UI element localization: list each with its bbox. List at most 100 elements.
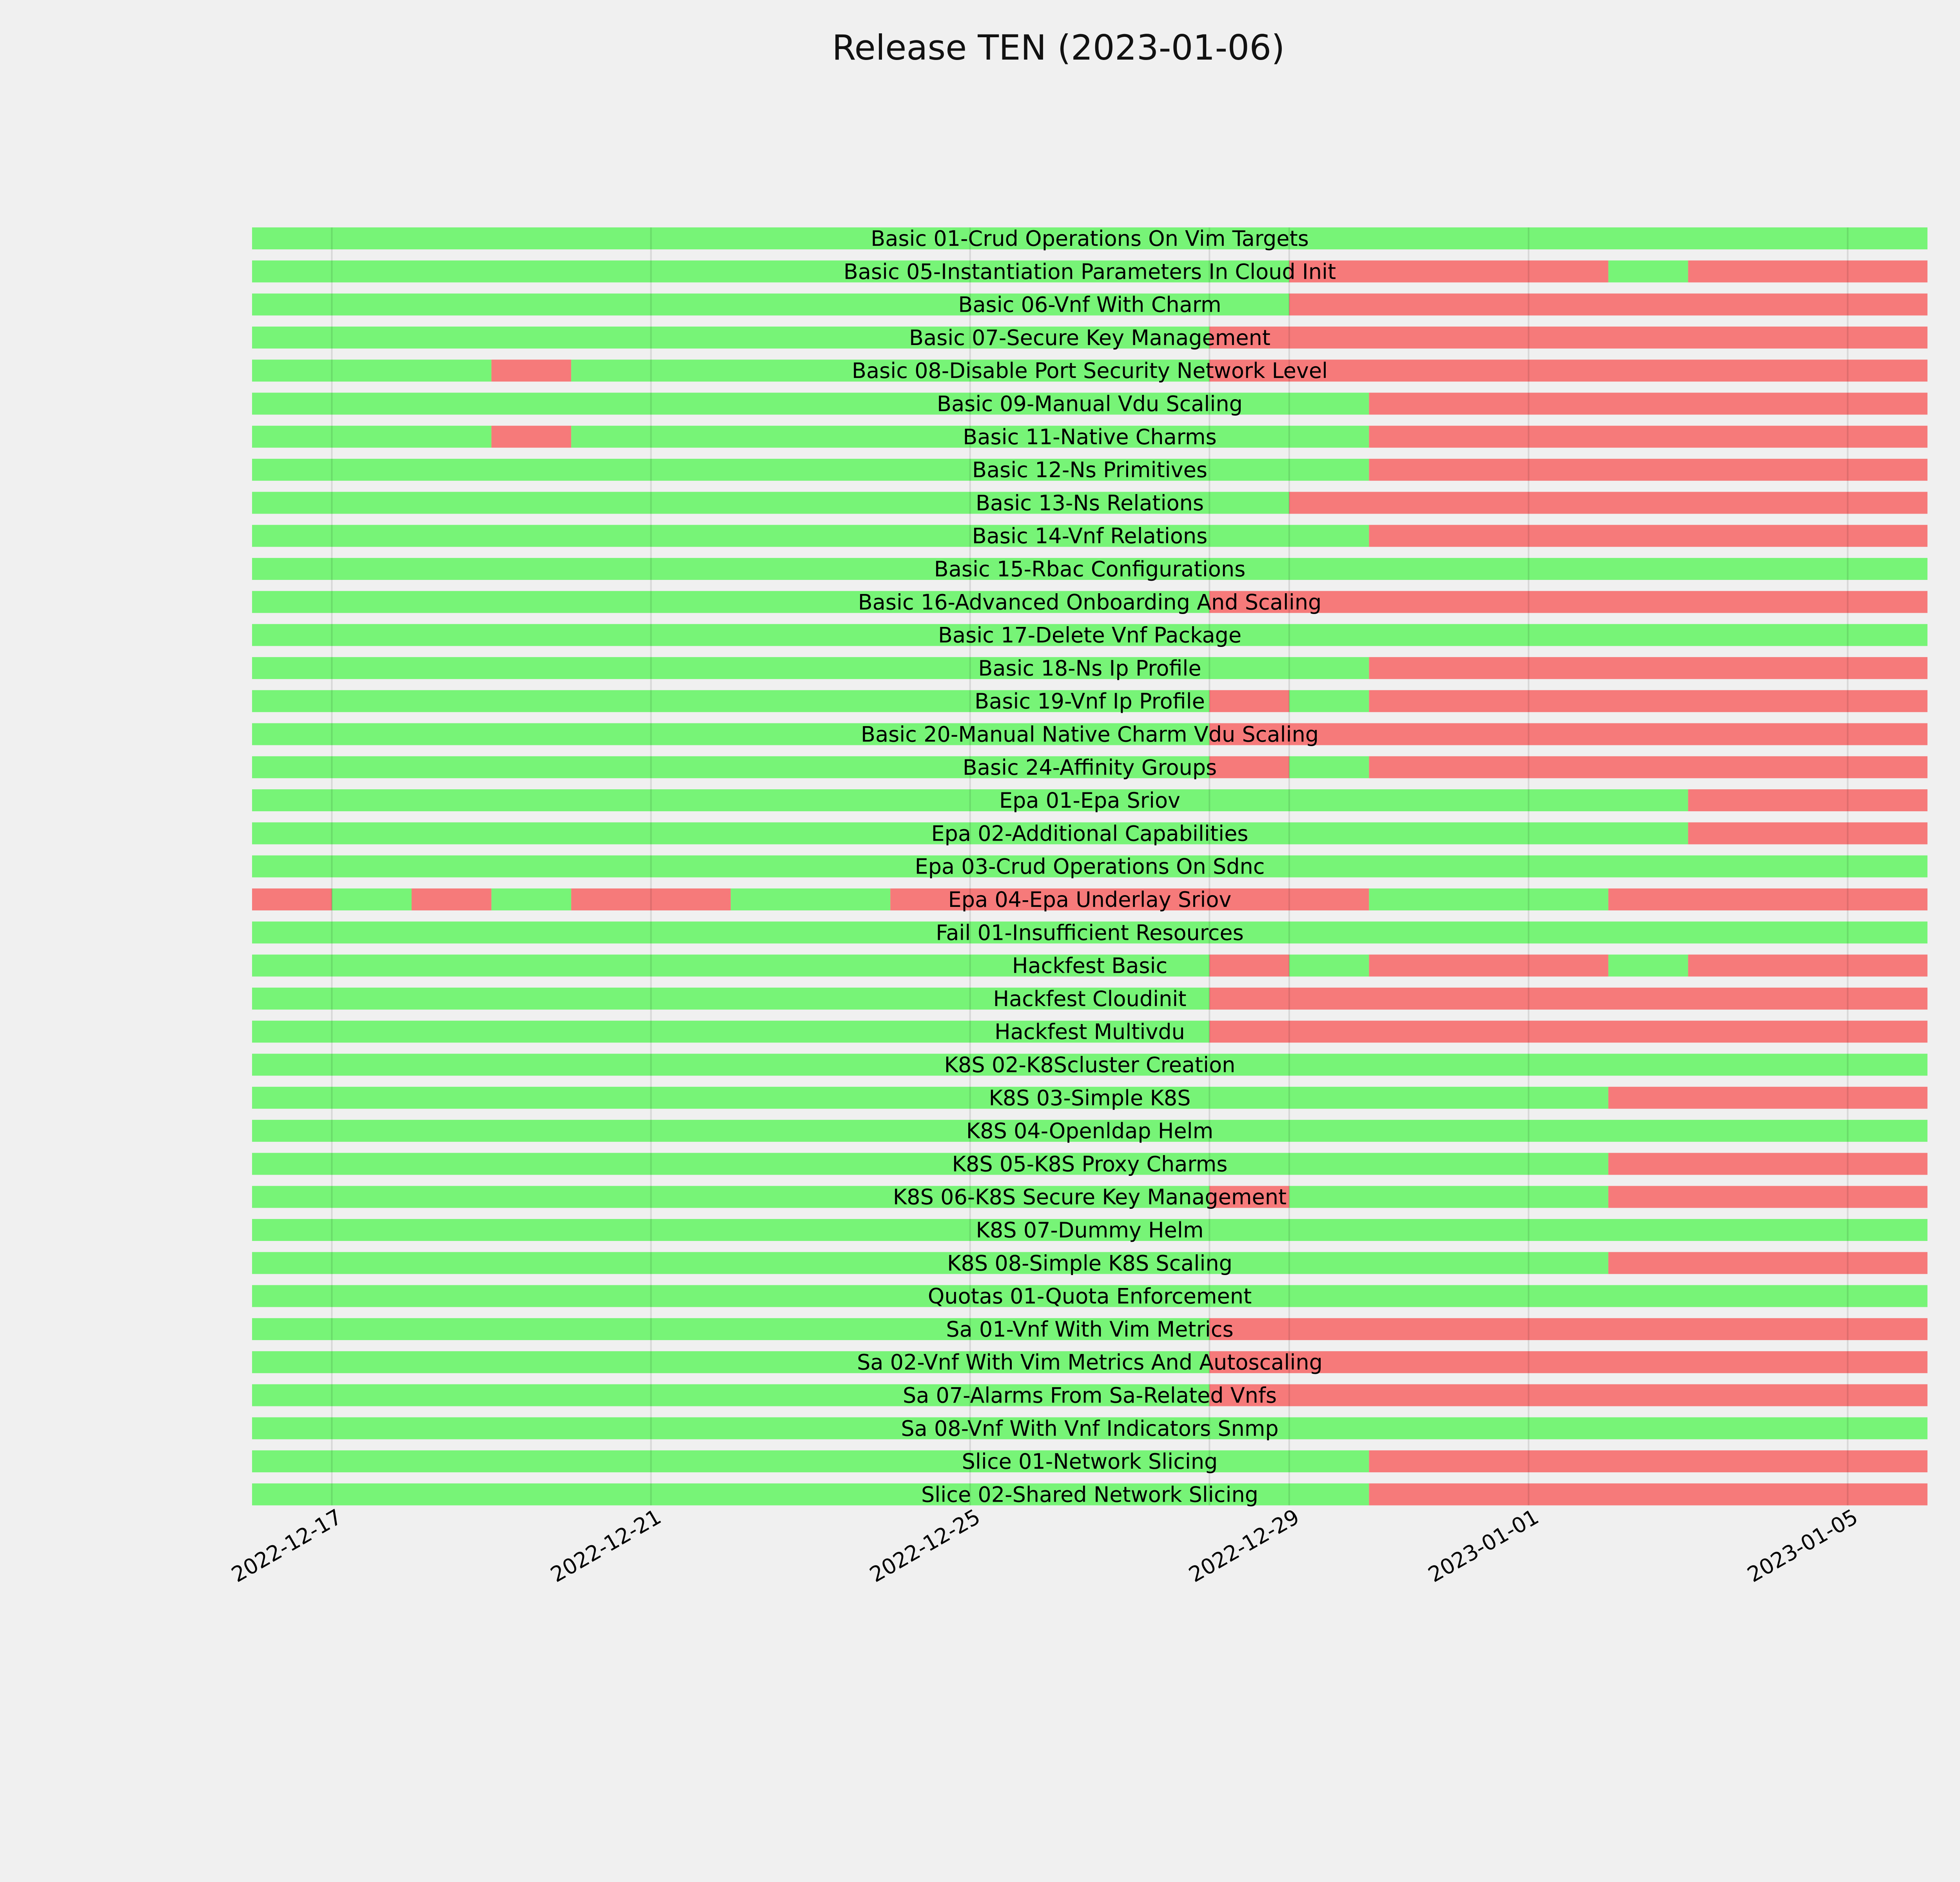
fail-segment	[1289, 492, 1927, 514]
row-label: Basic 07-Secure Key Management	[909, 325, 1270, 350]
timeline-row	[252, 954, 1927, 977]
pass-segment	[252, 1086, 1608, 1109]
row-label: K8S 07-Dummy Helm	[976, 1218, 1204, 1243]
fail-segment	[1209, 1021, 1927, 1043]
fail-segment	[252, 888, 332, 910]
row-label: Basic 19-Vnf Ip Profile	[975, 689, 1205, 714]
row-label: K8S 06-K8S Secure Key Management	[893, 1185, 1287, 1210]
fail-segment	[1209, 360, 1927, 382]
fail-segment	[1369, 756, 1927, 778]
row-label: Slice 02-Shared Network Slicing	[921, 1482, 1258, 1507]
pass-segment	[252, 789, 1688, 812]
fail-segment	[1688, 789, 1927, 812]
pass-segment	[252, 987, 1210, 1010]
pass-segment	[252, 459, 1369, 481]
timeline-row	[252, 855, 1927, 877]
x-tick-label: 2022-12-21	[546, 1504, 665, 1587]
timeline-row	[252, 558, 1927, 580]
timeline-row	[252, 525, 1927, 547]
timeline-row	[252, 1120, 1927, 1142]
pass-segment	[252, 392, 1369, 415]
pass-segment	[252, 1384, 1210, 1406]
timeline-row	[252, 624, 1927, 646]
row-label: K8S 02-K8Scluster Creation	[944, 1053, 1236, 1077]
pass-segment	[252, 723, 1210, 745]
pass-segment	[252, 360, 492, 382]
row-label: Epa 04-Epa Underlay Sriov	[948, 887, 1232, 912]
pass-segment	[252, 1120, 1927, 1142]
row-label: Basic 15-Rbac Configurations	[934, 557, 1245, 581]
fail-segment	[1369, 392, 1927, 415]
fail-segment	[412, 888, 492, 910]
row-label: Quotas 01-Quota Enforcement	[928, 1284, 1252, 1309]
x-tick-label: 2022-12-25	[866, 1504, 984, 1587]
row-label: Basic 12-Ns Primitives	[972, 458, 1207, 482]
fail-segment	[1688, 260, 1927, 283]
fail-segment	[1209, 1384, 1927, 1406]
row-label: Hackfest Multivdu	[995, 1019, 1185, 1044]
fail-segment	[1209, 690, 1289, 712]
fail-segment	[1608, 1252, 1927, 1274]
timeline-row	[252, 591, 1927, 613]
row-label: K8S 03-Simple K8S	[989, 1086, 1191, 1110]
row-label: Epa 03-Crud Operations On Sdnc	[915, 854, 1265, 879]
row-label: Basic 01-Crud Operations On Vim Targets	[871, 226, 1309, 251]
fail-segment	[1608, 1086, 1927, 1109]
timeline-row	[252, 1450, 1927, 1473]
row-label: K8S 04-Openldap Helm	[966, 1119, 1213, 1143]
timeline-row	[252, 425, 1927, 448]
row-label: Sa 08-Vnf With Vnf Indicators Snmp	[901, 1416, 1278, 1441]
timeline-row	[252, 1384, 1927, 1406]
timeline-row	[252, 227, 1927, 249]
fail-segment	[1688, 954, 1927, 977]
row-label: K8S 05-K8S Proxy Charms	[952, 1152, 1228, 1176]
timeline-row	[252, 1285, 1927, 1307]
fail-segment	[1209, 1186, 1289, 1208]
fail-segment	[491, 360, 572, 382]
fail-segment	[1369, 425, 1927, 448]
timeline-row	[252, 1054, 1927, 1076]
pass-segment	[252, 1021, 1210, 1043]
fail-segment	[1209, 326, 1927, 349]
timeline-row	[252, 657, 1927, 679]
fail-segment	[1289, 293, 1927, 316]
timeline-row	[252, 1021, 1927, 1043]
pass-segment	[252, 822, 1688, 845]
pass-segment	[252, 425, 492, 448]
row-label: Epa 01-Epa Sriov	[999, 788, 1180, 813]
chart-title: Release TEN (2023-01-06)	[832, 27, 1285, 68]
pass-segment	[252, 1417, 1927, 1439]
timeline-row	[252, 756, 1927, 778]
fail-segment	[1209, 987, 1927, 1010]
pass-segment	[252, 1186, 1210, 1208]
pass-segment	[571, 425, 1369, 448]
fail-segment	[1209, 756, 1289, 778]
fail-segment	[1369, 690, 1927, 712]
timeline-row	[252, 1351, 1927, 1373]
pass-segment	[332, 888, 412, 910]
timeline-row	[252, 1318, 1927, 1340]
row-label: Basic 20-Manual Native Charm Vdu Scaling	[861, 722, 1319, 747]
pass-segment	[252, 690, 1210, 712]
row-label: Basic 16-Advanced Onboarding And Scaling	[858, 590, 1322, 614]
fail-segment	[1608, 1186, 1927, 1208]
fail-segment	[1369, 954, 1608, 977]
timeline-row	[252, 360, 1927, 382]
timeline-row	[252, 789, 1927, 812]
pass-segment	[252, 326, 1210, 349]
pass-segment	[252, 1252, 1608, 1274]
pass-segment	[252, 1483, 1369, 1506]
timeline-row	[252, 293, 1927, 316]
pass-segment	[1608, 260, 1688, 283]
x-tick-label: 2022-12-29	[1185, 1504, 1303, 1587]
pass-segment	[571, 360, 1210, 382]
timeline-row	[252, 260, 1927, 283]
pass-segment	[1289, 1186, 1608, 1208]
fail-segment	[491, 425, 572, 448]
row-label: Basic 08-Disable Port Security Network L…	[852, 358, 1328, 383]
pass-segment	[252, 1450, 1369, 1473]
row-label: Slice 01-Network Slicing	[962, 1449, 1218, 1474]
timeline-row	[252, 1186, 1927, 1208]
timeline-row	[252, 392, 1927, 415]
